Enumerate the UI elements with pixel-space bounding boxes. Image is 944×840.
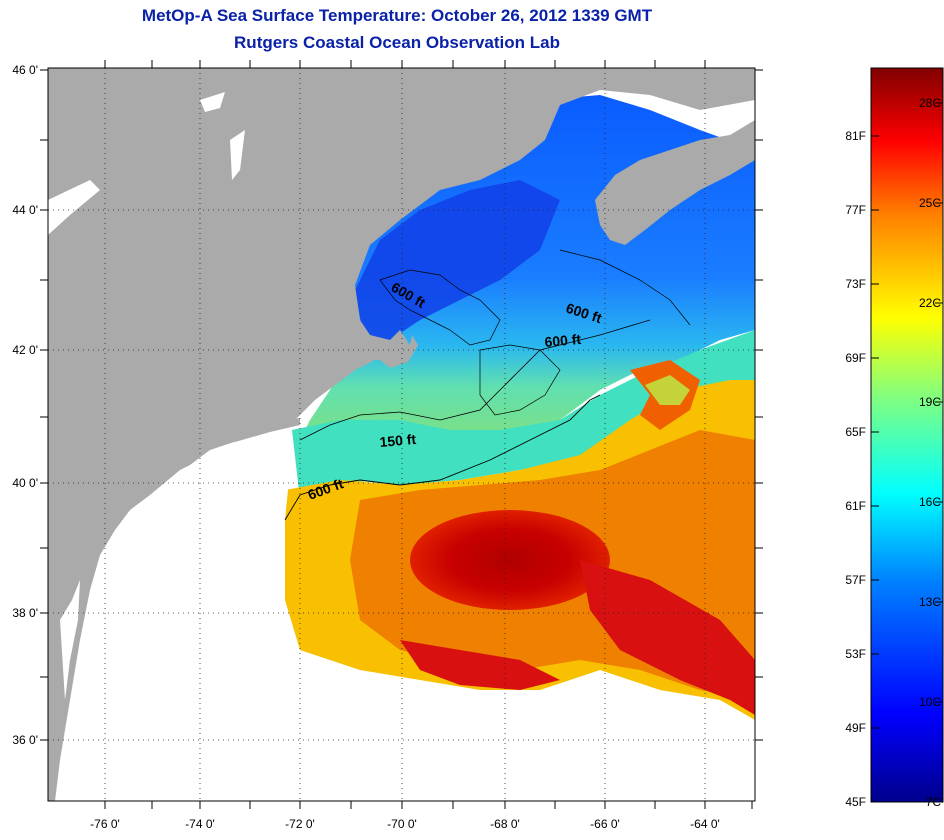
contour-label-3: 600 ft	[544, 331, 582, 350]
green-swirl	[645, 375, 690, 405]
cb-f-61: 61F	[845, 499, 866, 513]
lon-label-72: -72 0'	[285, 817, 315, 831]
colorbar	[870, 67, 944, 803]
lat-label-44: 44 0'	[12, 203, 38, 217]
lon-label-68: -68 0'	[490, 817, 520, 831]
land-cape-cod	[380, 335, 418, 368]
sea-slope	[292, 330, 755, 500]
lat-label-40: 40 0'	[12, 476, 38, 490]
contour-600ft-line	[284, 394, 601, 521]
cb-f-81: 81F	[845, 129, 866, 143]
delaware-bay	[100, 510, 140, 600]
cb-f-77: 77F	[845, 203, 866, 217]
cb-c-16: 16C	[919, 495, 941, 509]
grid-lines	[48, 68, 755, 801]
cb-c-19: 19C	[919, 395, 941, 409]
cb-f-57: 57F	[845, 573, 866, 587]
chesapeake-bay	[60, 580, 80, 700]
land-long-island	[215, 418, 300, 442]
lon-label-66: -66 0'	[590, 817, 620, 831]
contour-ns-shelf	[559, 249, 691, 326]
cb-f-65: 65F	[845, 425, 866, 439]
cb-f-69: 69F	[845, 351, 866, 365]
sea-coldest	[355, 180, 560, 345]
cb-c-10: 10C	[919, 695, 941, 709]
land-nova-scotia	[595, 120, 755, 245]
lon-label-76: -76 0'	[90, 817, 120, 831]
colorbar-ticks	[871, 102, 943, 729]
cb-f-49: 49F	[845, 721, 866, 735]
lake-1	[200, 92, 225, 112]
lat-label-42: 42 0'	[12, 343, 38, 357]
cb-c-13: 13C	[919, 595, 941, 609]
lat-label-36: 36 0'	[12, 733, 38, 747]
cb-c-22: 22C	[919, 296, 941, 310]
cb-c-28: 28C	[919, 96, 941, 110]
cb-c-7: 7C	[926, 795, 942, 809]
warm-streaks	[400, 560, 755, 715]
axis-ticks	[40, 60, 763, 809]
map-area: 600 ft 600 ft 600 ft 150 ft 600 ft	[48, 68, 755, 801]
lat-label-38: 38 0'	[12, 606, 38, 620]
map-subtitle: Rutgers Coastal Ocean Observation Lab	[234, 33, 560, 52]
contour-label-4: 150 ft	[379, 431, 417, 450]
new-jersey-shelf	[100, 440, 290, 801]
lake-3	[230, 130, 245, 180]
land-mainland	[48, 68, 755, 801]
map-title: MetOp-A Sea Surface Temperature: October…	[141, 6, 653, 25]
lon-label-74: -74 0'	[185, 817, 215, 831]
lake-2	[48, 180, 100, 235]
contour-150ft-line	[299, 319, 651, 441]
lat-label-46: 46 0'	[12, 63, 38, 77]
contour-gulf-maine	[379, 269, 561, 416]
cb-f-73: 73F	[845, 277, 866, 291]
cb-f-53: 53F	[845, 647, 866, 661]
cb-c-25: 25C	[919, 196, 941, 210]
warm-core-eddy	[410, 510, 610, 610]
lon-label-70: -70 0'	[387, 817, 417, 831]
lon-label-64: -64 0'	[690, 817, 720, 831]
cb-f-45: 45F	[845, 795, 866, 809]
